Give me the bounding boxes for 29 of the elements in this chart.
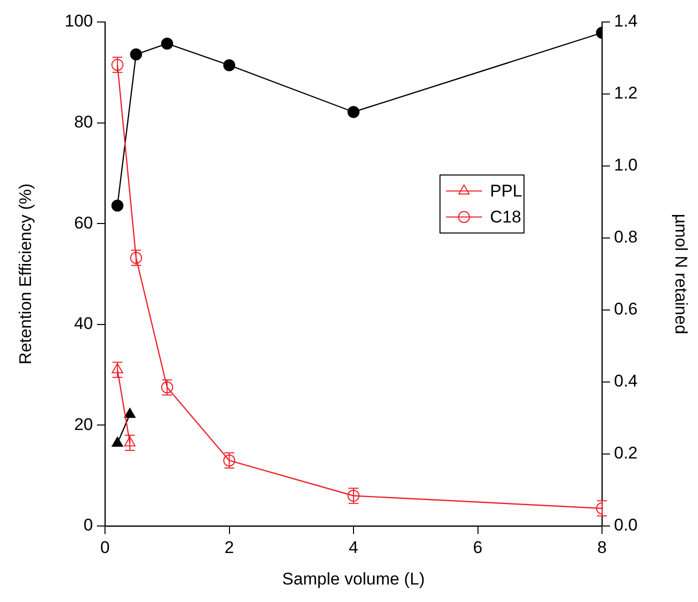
point bbox=[111, 200, 124, 212]
y2-tick-label: 0.2 bbox=[614, 444, 638, 463]
y2-tick-label: 1.4 bbox=[614, 12, 638, 31]
point bbox=[130, 48, 142, 60]
y2-tick-label: 0.8 bbox=[614, 228, 638, 247]
legend-label: PPL bbox=[490, 182, 522, 201]
legend-label: C18 bbox=[490, 208, 522, 227]
y-tick-label: 0 bbox=[84, 516, 93, 535]
point bbox=[223, 59, 236, 72]
x-tick-label: 2 bbox=[224, 538, 234, 557]
x-axis-title: Sample volume (L) bbox=[282, 569, 425, 588]
y2-axis-title: µmol N retained bbox=[671, 214, 690, 334]
y-tick-label: 60 bbox=[74, 213, 93, 232]
x-tick-label: 0 bbox=[100, 538, 110, 557]
point bbox=[161, 38, 174, 50]
y2-tick-label: 0.0 bbox=[614, 516, 638, 535]
y2-tick-label: 0.4 bbox=[614, 372, 638, 391]
y-tick-label: 80 bbox=[74, 112, 93, 132]
y-axis-title: Retention Efficiency (%) bbox=[16, 183, 35, 365]
y-tick-label: 100 bbox=[64, 12, 93, 31]
y2-tick-label: 0.6 bbox=[614, 300, 638, 319]
x-tick-label: 4 bbox=[348, 538, 358, 557]
x-tick-label: 8 bbox=[597, 538, 607, 557]
y2-tick-label: 1.0 bbox=[614, 156, 638, 175]
y-tick-label: 20 bbox=[74, 414, 93, 434]
x-tick-label: 6 bbox=[473, 538, 482, 557]
y2-tick-label: 1.2 bbox=[614, 84, 638, 103]
y-tick-label: 40 bbox=[74, 314, 93, 334]
point bbox=[348, 106, 360, 118]
